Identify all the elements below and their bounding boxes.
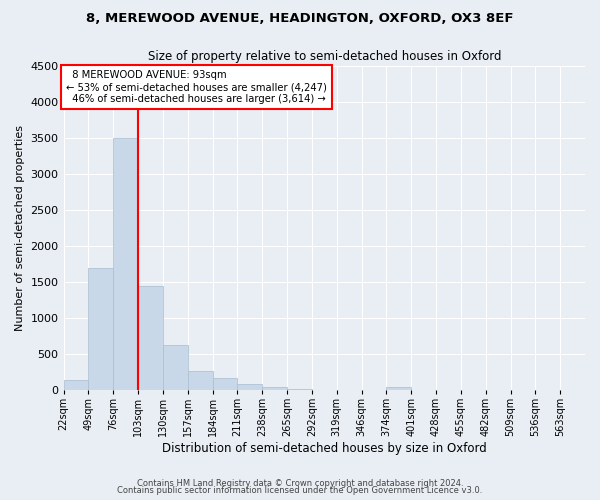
Bar [386, 387, 411, 390]
Y-axis label: Number of semi-detached properties: Number of semi-detached properties [15, 125, 25, 331]
Bar [163, 346, 188, 390]
Bar [262, 387, 287, 390]
Text: 8, MEREWOOD AVENUE, HEADINGTON, OXFORD, OX3 8EF: 8, MEREWOOD AVENUE, HEADINGTON, OXFORD, … [86, 12, 514, 26]
X-axis label: Distribution of semi-detached houses by size in Oxford: Distribution of semi-detached houses by … [162, 442, 487, 455]
Bar [138, 286, 163, 390]
Text: 8 MEREWOOD AVENUE: 93sqm
← 53% of semi-detached houses are smaller (4,247)
  46%: 8 MEREWOOD AVENUE: 93sqm ← 53% of semi-d… [66, 70, 327, 104]
Title: Size of property relative to semi-detached houses in Oxford: Size of property relative to semi-detach… [148, 50, 501, 63]
Bar [64, 380, 88, 390]
Bar [212, 378, 238, 390]
Text: Contains HM Land Registry data © Crown copyright and database right 2024.: Contains HM Land Registry data © Crown c… [137, 478, 463, 488]
Bar [88, 268, 113, 390]
Bar [113, 138, 138, 390]
Bar [188, 371, 212, 390]
Bar [287, 389, 312, 390]
Text: Contains public sector information licensed under the Open Government Licence v3: Contains public sector information licen… [118, 486, 482, 495]
Bar [238, 384, 262, 390]
